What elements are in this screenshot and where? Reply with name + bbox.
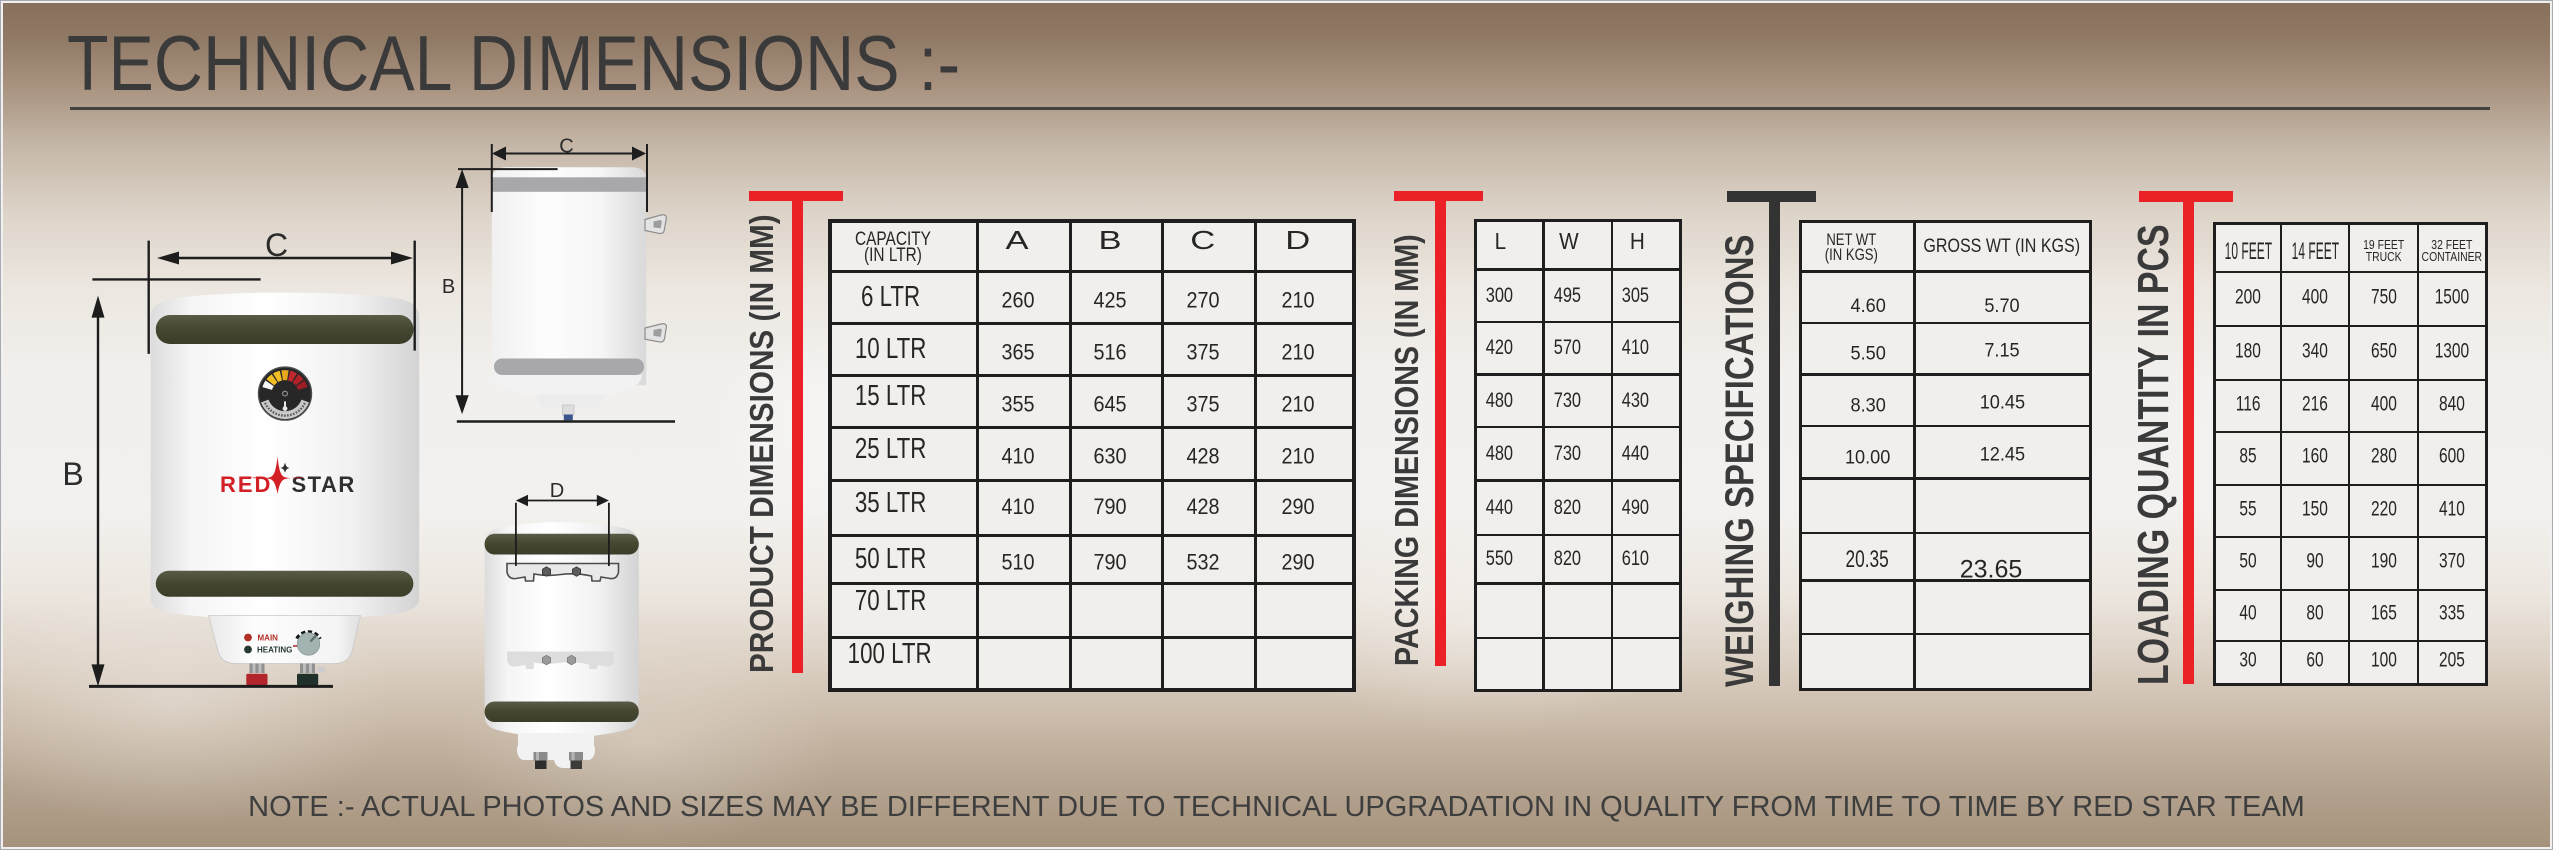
- svg-text:C: C: [559, 136, 573, 158]
- svg-text:B: B: [442, 276, 455, 298]
- svg-text:C: C: [265, 227, 288, 263]
- svg-text:HEATING: HEATING: [257, 646, 292, 655]
- svg-text:MAIN: MAIN: [258, 634, 279, 643]
- svg-text:B: B: [62, 456, 83, 492]
- svg-text:STAR: STAR: [292, 472, 356, 497]
- svg-text:D: D: [550, 480, 564, 502]
- svg-text:RED: RED: [220, 472, 272, 497]
